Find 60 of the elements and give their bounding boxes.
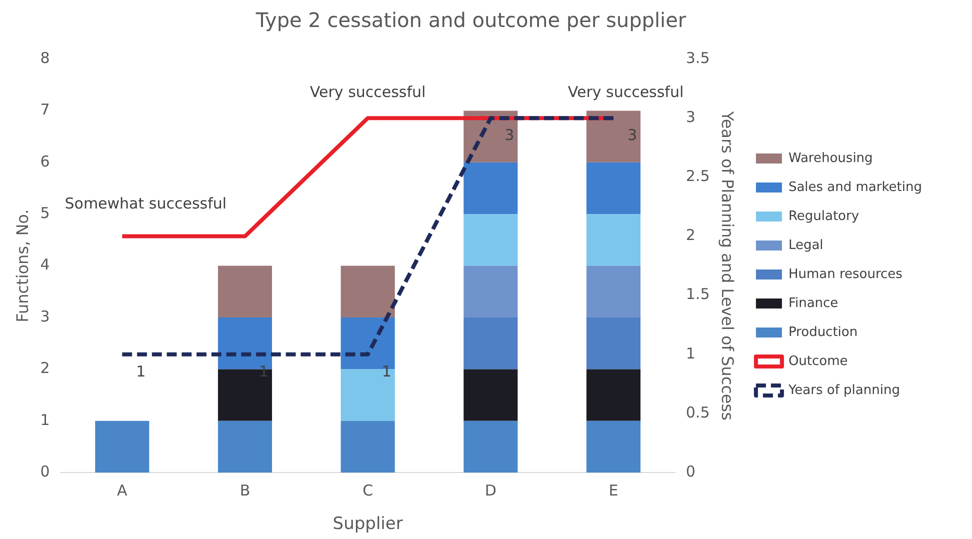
legend-label: Warehousing	[788, 150, 873, 166]
legend-label: Legal	[788, 238, 824, 253]
legend-label: Production	[788, 324, 858, 340]
data-label: 1	[136, 362, 146, 380]
y2-tick-label: 0.5	[686, 403, 710, 422]
x-axis-title: Supplier	[332, 514, 403, 534]
annotation: Somewhat successful	[64, 194, 227, 212]
bar	[95, 420, 150, 473]
y-tick-label: 3	[40, 307, 50, 326]
legend-label: Sales and marketing	[788, 180, 922, 195]
legend-label: Outcome	[788, 354, 848, 369]
y2-tick-label: 3	[686, 108, 696, 126]
bar	[464, 318, 518, 370]
bar	[586, 162, 640, 214]
legend-label: Finance	[788, 296, 838, 311]
bar	[464, 420, 518, 473]
x-tick-label: A	[117, 481, 128, 500]
bar	[464, 162, 518, 214]
bar	[340, 420, 395, 473]
bar	[586, 266, 640, 318]
y-tick-label: 4	[40, 256, 50, 274]
bar	[218, 420, 272, 473]
data-label: 1	[382, 362, 392, 380]
bar	[586, 318, 640, 370]
x-tick-label: E	[608, 481, 618, 500]
y-axis-title: Functions, No.	[12, 209, 32, 322]
bar	[464, 266, 518, 318]
y-tick-label: 5	[40, 204, 50, 222]
y-tick-label: 7	[40, 100, 50, 119]
annotation: Very successful	[568, 82, 684, 101]
y-tick-label: 8	[40, 48, 50, 67]
y2-tick-label: 0	[686, 462, 696, 480]
bar	[464, 369, 518, 421]
y-tick-label: 2	[40, 359, 50, 378]
y2-axis-title: Years of Planning and Level of Success	[718, 110, 738, 420]
legend-label: Regulatory	[788, 208, 860, 224]
y2-tick-label: 1	[686, 344, 696, 362]
bar	[586, 110, 640, 162]
y2-tick-label: 3.5	[686, 48, 710, 67]
x-tick-label: B	[240, 481, 250, 500]
annotation: Very successful	[310, 82, 426, 101]
y-tick-label: 6	[40, 152, 50, 170]
bar	[586, 369, 640, 421]
y-tick-label: 1	[40, 410, 50, 429]
legend-label: Human resources	[788, 266, 903, 282]
data-label: 3	[504, 126, 514, 144]
bar	[586, 420, 640, 473]
legend-label: Years of planning	[787, 382, 900, 398]
bar	[340, 266, 395, 318]
x-tick-label: C	[362, 481, 374, 500]
bar	[464, 214, 518, 266]
y-tick-label: 0	[40, 462, 50, 480]
bar	[218, 266, 272, 318]
chart-title: Type 2 cessation and outcome per supplier	[254, 8, 687, 32]
y2-tick-label: 1.5	[686, 285, 710, 304]
data-label: 3	[627, 126, 638, 144]
y2-tick-label: 2	[686, 226, 696, 244]
x-tick-label: D	[484, 481, 496, 500]
bar	[586, 214, 640, 266]
y2-tick-label: 2.5	[686, 167, 710, 186]
